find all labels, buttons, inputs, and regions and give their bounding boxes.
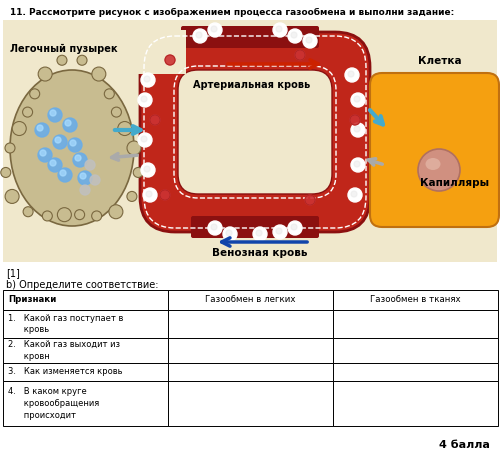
Circle shape	[133, 167, 143, 177]
Bar	[333, 363, 498, 381]
Circle shape	[50, 160, 56, 166]
Circle shape	[305, 195, 315, 205]
Bar	[333, 290, 498, 310]
Bar	[3, 363, 168, 381]
Circle shape	[273, 23, 287, 37]
Circle shape	[351, 123, 365, 137]
Text: 4.   В каком круге
      кровообращения
      происходит: 4. В каком круге кровообращения происход…	[8, 387, 99, 420]
Text: Венозная кровь: Венозная кровь	[212, 248, 308, 258]
Circle shape	[211, 26, 217, 32]
Circle shape	[42, 211, 52, 221]
Circle shape	[223, 227, 237, 241]
Circle shape	[38, 67, 52, 81]
Circle shape	[1, 167, 11, 177]
Circle shape	[50, 110, 56, 116]
Circle shape	[80, 185, 90, 195]
Text: [1]
b) Определите соответствие:: [1] b) Определите соответствие:	[6, 268, 158, 290]
Circle shape	[90, 175, 100, 185]
Circle shape	[53, 135, 67, 149]
FancyBboxPatch shape	[140, 32, 370, 232]
Circle shape	[253, 227, 267, 241]
Circle shape	[73, 153, 87, 167]
Circle shape	[208, 23, 222, 37]
Circle shape	[55, 137, 61, 143]
Circle shape	[295, 50, 305, 60]
Bar	[333, 381, 498, 426]
Circle shape	[351, 93, 365, 107]
Text: Клетка: Клетка	[418, 56, 462, 66]
Bar	[3, 381, 168, 426]
FancyBboxPatch shape	[178, 70, 332, 194]
Circle shape	[109, 205, 123, 219]
Circle shape	[273, 225, 287, 239]
Circle shape	[291, 32, 297, 38]
Circle shape	[40, 150, 46, 156]
Circle shape	[138, 93, 152, 107]
Text: 4 балла: 4 балла	[439, 440, 490, 449]
Bar	[168, 381, 333, 426]
Circle shape	[5, 189, 19, 203]
Circle shape	[63, 118, 77, 132]
Circle shape	[48, 158, 62, 172]
Circle shape	[60, 170, 66, 176]
Circle shape	[92, 211, 102, 221]
FancyBboxPatch shape	[191, 216, 319, 238]
Circle shape	[354, 126, 360, 132]
Bar	[138, 30, 186, 74]
Circle shape	[144, 76, 150, 82]
Bar	[3, 310, 168, 338]
Circle shape	[104, 89, 115, 99]
Bar	[3, 20, 497, 262]
Circle shape	[35, 123, 49, 137]
Circle shape	[58, 208, 71, 222]
Circle shape	[276, 26, 282, 32]
Bar	[3, 290, 168, 310]
Text: Газообмен в тканях: Газообмен в тканях	[370, 295, 461, 304]
Circle shape	[144, 166, 150, 172]
Ellipse shape	[418, 149, 460, 191]
Circle shape	[146, 191, 152, 197]
Circle shape	[12, 122, 26, 136]
Circle shape	[306, 37, 312, 43]
Circle shape	[118, 122, 132, 136]
Circle shape	[48, 108, 62, 122]
Bar	[333, 338, 498, 363]
Circle shape	[288, 29, 302, 43]
Circle shape	[196, 32, 202, 38]
Circle shape	[92, 67, 106, 81]
Circle shape	[74, 210, 85, 220]
Circle shape	[112, 107, 122, 117]
Text: 2.   Какой газ выходит из
      кровн: 2. Какой газ выходит из кровн	[8, 340, 120, 361]
Circle shape	[256, 230, 262, 236]
Circle shape	[288, 221, 302, 235]
Circle shape	[141, 73, 155, 87]
Circle shape	[354, 161, 360, 167]
Text: Признаки: Признаки	[8, 295, 56, 304]
Circle shape	[141, 96, 147, 102]
Text: Капилляры: Капилляры	[420, 178, 490, 188]
Circle shape	[348, 188, 362, 202]
Text: 11. Рассмотрите рисунок с изображением процесса газообмена и выполни задание:: 11. Рассмотрите рисунок с изображением п…	[10, 8, 454, 17]
Circle shape	[150, 115, 160, 125]
Circle shape	[77, 55, 87, 65]
Text: 3.   Как изменяется кровь: 3. Как изменяется кровь	[8, 367, 122, 377]
Circle shape	[141, 163, 155, 177]
Circle shape	[193, 29, 207, 43]
Bar	[333, 310, 498, 338]
Circle shape	[141, 136, 147, 142]
Circle shape	[160, 190, 170, 200]
Circle shape	[30, 89, 40, 99]
Circle shape	[345, 68, 359, 82]
Circle shape	[351, 191, 357, 197]
Circle shape	[85, 160, 95, 170]
Circle shape	[127, 141, 141, 155]
Circle shape	[23, 207, 33, 217]
Circle shape	[351, 158, 365, 172]
Circle shape	[226, 230, 232, 236]
Circle shape	[276, 228, 282, 234]
Text: Артериальная кровь: Артериальная кровь	[194, 80, 310, 90]
Circle shape	[350, 115, 360, 125]
Circle shape	[70, 140, 76, 146]
Circle shape	[68, 138, 82, 152]
Circle shape	[208, 221, 222, 235]
